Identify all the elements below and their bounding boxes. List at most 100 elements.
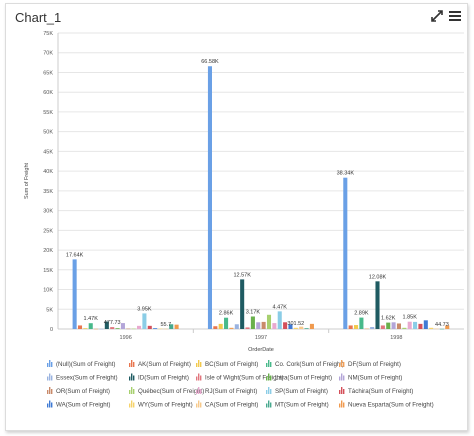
- legend-bar-icon-part: [51, 402, 53, 408]
- legend-bar-icon-part: [133, 402, 135, 408]
- bar: [277, 311, 282, 329]
- bar: [304, 328, 309, 329]
- legend-bar-icon-part: [266, 390, 268, 394]
- data-label: 301.52: [287, 321, 304, 327]
- legend-bar-icon-part: [268, 400, 270, 408]
- bar: [218, 323, 223, 329]
- bar: [174, 324, 179, 329]
- legend-bar-icon-part: [198, 387, 200, 394]
- y-tick-label: 45K: [43, 149, 53, 155]
- bar: [364, 328, 369, 330]
- y-tick-label: 5K: [46, 307, 53, 313]
- bar: [213, 326, 218, 329]
- bar: [283, 322, 288, 329]
- legend-bar-icon: [129, 387, 135, 394]
- bar: [163, 328, 168, 330]
- y-tick-label: 50K: [43, 130, 53, 136]
- legend-bar-icon-part: [129, 390, 131, 394]
- bar: [272, 323, 277, 329]
- x-tick-label: 1996: [120, 335, 132, 341]
- y-tick-label: 20K: [43, 248, 53, 254]
- legend-entry-label: MT(Sum of Freight): [275, 402, 329, 409]
- bar: [413, 321, 418, 329]
- legend-bar-icon-part: [200, 402, 202, 408]
- y-tick-label: 75K: [43, 31, 53, 37]
- bar: [402, 327, 407, 329]
- data-label: 1.62K: [381, 316, 396, 322]
- legend-entry-label: AK(Sum of Freight): [138, 361, 191, 368]
- data-label: 1.47K: [84, 316, 99, 322]
- legend-bar-icon-part: [196, 403, 198, 408]
- bar: [88, 323, 93, 329]
- legend-bar-icon: [47, 400, 53, 408]
- legend-bar-icon: [266, 360, 272, 367]
- data-label: 38.34K: [337, 171, 355, 177]
- legend-bar-icon-part: [49, 387, 51, 394]
- legend-bar-icon: [47, 373, 53, 381]
- legend-bar-icon-part: [198, 373, 200, 381]
- bar: [131, 328, 136, 330]
- legend-bar-icon: [266, 400, 272, 408]
- legend-bar-icon-part: [51, 375, 53, 381]
- bar: [72, 259, 77, 329]
- data-label: 55.7: [161, 322, 172, 328]
- x-tick-label: 1997: [255, 335, 267, 341]
- legend-bar-icon-part: [129, 363, 131, 367]
- bar: [158, 328, 163, 330]
- legend-entry-label: Co. Cork(Sum of Freight): [275, 361, 344, 368]
- y-tick-label: 30K: [43, 209, 53, 215]
- bar: [396, 323, 401, 329]
- bar: [375, 281, 380, 329]
- legend-bar-icon: [129, 373, 135, 381]
- legend-bar-icon-part: [343, 375, 345, 381]
- bar: [348, 325, 353, 329]
- x-tick-label: 1998: [390, 335, 402, 341]
- bar: [380, 325, 385, 329]
- bar: [245, 327, 250, 329]
- legend-entry-label: Lara(Sum of Freight): [275, 375, 332, 382]
- data-label: 477.73: [104, 320, 121, 326]
- y-tick-label: 55K: [43, 110, 53, 116]
- legend-bar-icon-part: [47, 363, 49, 367]
- bar: [407, 321, 412, 329]
- data-label: 3.17K: [246, 309, 261, 315]
- legend-bar-icon-part: [341, 360, 343, 367]
- legend-entry-label: RJ(Sum of Freight): [205, 388, 257, 395]
- data-label: 4.47K: [273, 304, 288, 310]
- legend-bar-icon-part: [266, 363, 268, 367]
- legend-bar-icon: [339, 387, 345, 394]
- legend-bar-icon-part: [339, 403, 341, 408]
- legend-bar-icon-part: [268, 387, 270, 394]
- bar: [434, 328, 439, 330]
- legend-bar-icon-part: [200, 362, 202, 367]
- legend-bar-icon-part: [339, 376, 341, 381]
- y-tick-label: 65K: [43, 70, 53, 76]
- legend-bar-icon: [339, 400, 345, 408]
- bar: [359, 317, 364, 329]
- legend-entry-label: Nueva Esparta(Sum of Freight): [348, 402, 434, 409]
- legend-entry-label: SP(Sum of Freight): [275, 388, 328, 395]
- bar: [83, 328, 88, 329]
- bar: [439, 328, 444, 330]
- bar: [261, 321, 266, 329]
- bar: [266, 314, 272, 329]
- legend-bar-icon-part: [339, 363, 341, 367]
- legend-bar-icon: [47, 360, 53, 367]
- legend-bar-icon-part: [343, 362, 345, 367]
- y-tick-label: 70K: [43, 51, 53, 57]
- bar: [250, 316, 255, 329]
- expand-icon[interactable]: [430, 9, 444, 23]
- legend-bar-icon-part: [343, 389, 345, 394]
- legend-bar-icon-part: [341, 373, 343, 381]
- bar: [418, 323, 423, 329]
- data-label: 44.73: [435, 322, 449, 328]
- legend-bar-icon: [266, 387, 272, 394]
- data-label: 12.08K: [369, 274, 387, 280]
- bar: [288, 324, 293, 329]
- bar: [110, 327, 115, 329]
- legend-bar-icon-part: [341, 400, 343, 408]
- legend-bar-icon-part: [133, 362, 135, 367]
- data-label: 12.57K: [233, 272, 251, 278]
- menu-icon[interactable]: [448, 9, 462, 23]
- legend-bar-icon-part: [270, 375, 272, 381]
